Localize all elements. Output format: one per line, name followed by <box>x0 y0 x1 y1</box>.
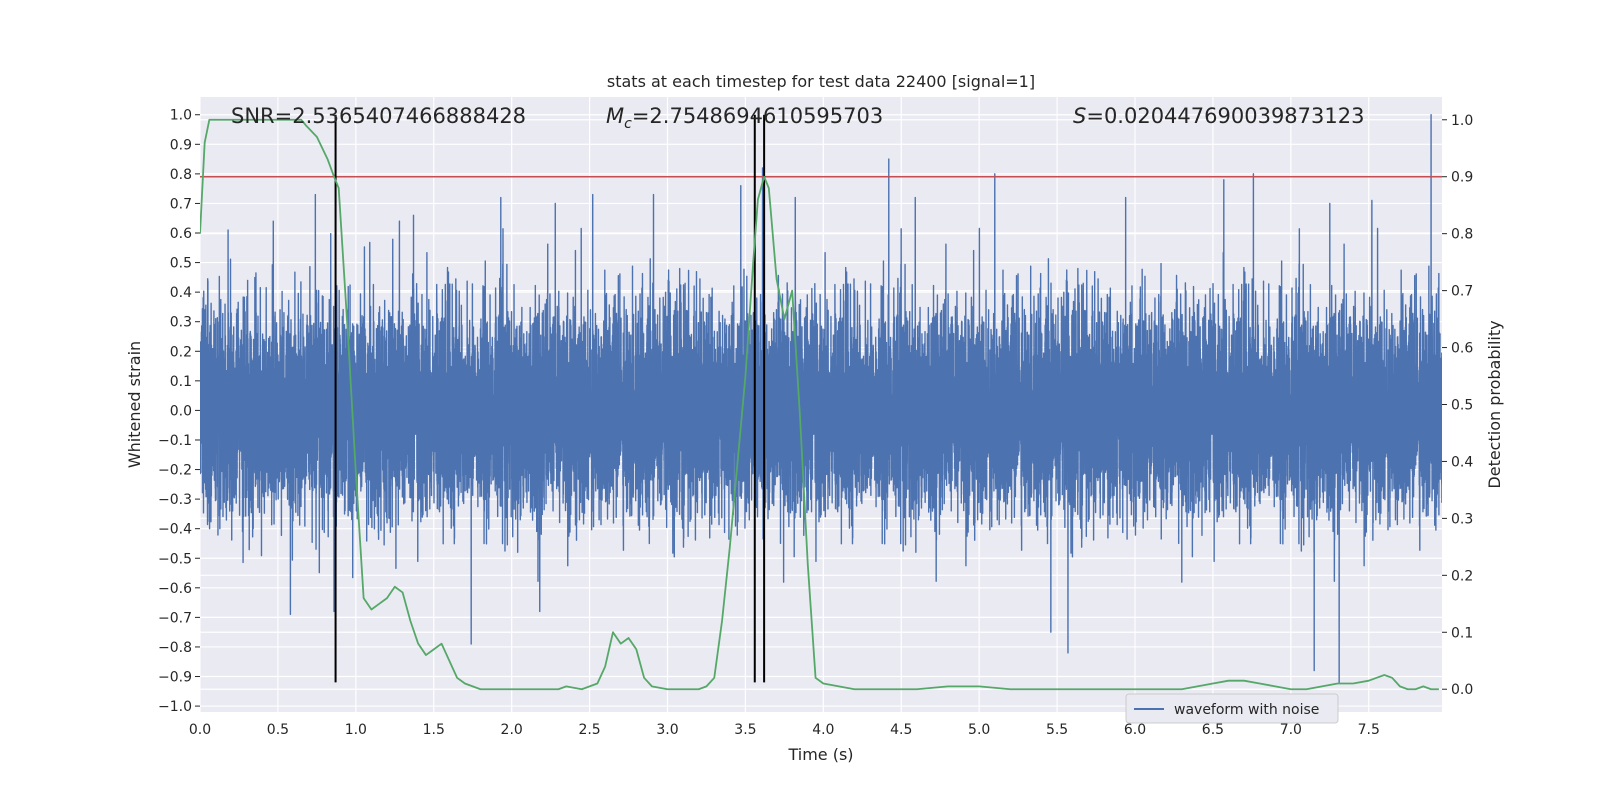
mc-subscript: c <box>624 116 632 132</box>
y-tick-label: 0.5 <box>170 256 192 272</box>
y-tick-label: 0.0 <box>170 403 192 419</box>
y-tick-label: −1.0 <box>158 699 192 715</box>
waveform-series <box>200 114 1442 684</box>
y-tick-label: −0.7 <box>158 610 192 626</box>
y-tick-label: −0.1 <box>158 433 192 449</box>
x-axis-label: Time (s) <box>787 745 853 764</box>
x-tick-label: 0.0 <box>189 722 211 738</box>
y2-tick-label: 0.3 <box>1451 511 1473 527</box>
y2-tick-label: 0.6 <box>1451 341 1473 357</box>
x-tick-label: 4.0 <box>812 722 834 738</box>
x-tick-label: 4.5 <box>890 722 912 738</box>
x-tick-label: 7.0 <box>1280 722 1302 738</box>
x-tick-label: 6.0 <box>1124 722 1146 738</box>
y-tick-label: 0.9 <box>170 137 192 153</box>
x-tick-label: 5.5 <box>1046 722 1068 738</box>
s-symbol: S <box>1073 104 1086 128</box>
y2-axis-label: Detection probability <box>1485 320 1504 488</box>
legend: waveform with noise <box>1125 693 1339 724</box>
x-tick-label: 1.5 <box>423 722 445 738</box>
x-tick-label: 2.5 <box>578 722 600 738</box>
y-tick-label: −0.8 <box>158 640 192 656</box>
legend-box <box>1125 693 1339 724</box>
y2-tick-label: 0.1 <box>1451 625 1473 641</box>
probability-line <box>200 118 1439 691</box>
y-tick-label: −0.9 <box>158 670 192 686</box>
x-tick-label: 2.0 <box>501 722 523 738</box>
chart-title: stats at each timestep for test data 224… <box>607 72 1035 91</box>
y2-tick-label: 0.9 <box>1451 170 1473 186</box>
y2-tick-label: 0.0 <box>1451 682 1473 698</box>
y2-tick-label: 0.5 <box>1451 398 1473 414</box>
probability-series <box>200 118 1439 691</box>
y-tick-label: −0.6 <box>158 581 192 597</box>
s-value: =0.020447690039873123 <box>1086 104 1364 128</box>
y-tick-label: −0.4 <box>158 522 192 538</box>
y-axis-label: Whitened strain <box>125 341 144 468</box>
x-tick-label: 6.5 <box>1202 722 1224 738</box>
waveform-line <box>200 114 1442 684</box>
y-tick-label: 0.7 <box>170 196 192 212</box>
x-tick-label: 3.5 <box>734 722 756 738</box>
y-tick-label: −0.3 <box>158 492 192 508</box>
y2-tick-label: 0.7 <box>1451 284 1473 300</box>
x-tick-label: 1.0 <box>345 722 367 738</box>
y-tick-label: 0.3 <box>170 315 192 331</box>
y2-tick-label: 0.8 <box>1451 227 1473 243</box>
y-tick-label: 0.6 <box>170 226 192 242</box>
s-annotation: S=0.020447690039873123 <box>1073 104 1364 128</box>
mc-value: =2.7548694610595703 <box>632 104 883 128</box>
overlay-lines <box>200 114 1442 683</box>
y-tick-label: 0.8 <box>170 167 192 183</box>
x-tick-label: 7.5 <box>1358 722 1380 738</box>
x-tick-label: 3.0 <box>656 722 678 738</box>
y2-tick-label: 1.0 <box>1451 113 1473 129</box>
legend-entry: waveform with noise <box>1174 702 1319 718</box>
y-tick-label: 0.2 <box>170 344 192 360</box>
y-tick-label: −0.5 <box>158 551 192 567</box>
x-tick-label: 5.0 <box>968 722 990 738</box>
axis-ticks: 0.0 0.5 1.0 1.5 2.0 2.5 3.0 3.5 4.0 4.5 5.0 5.5 6.0 6… <box>158 108 1473 738</box>
y2-tick-label: 0.2 <box>1451 568 1473 584</box>
y2-tick-label: 0.4 <box>1451 454 1473 470</box>
mc-symbol: M <box>606 104 624 128</box>
y-tick-label: 0.4 <box>170 285 192 301</box>
y-tick-label: 1.0 <box>170 108 192 124</box>
x-tick-label: 0.5 <box>267 722 289 738</box>
chirp-mass-annotation: Mc=2.7548694610595703 <box>606 104 883 132</box>
y-tick-label: 0.1 <box>170 374 192 390</box>
y-tick-label: −0.2 <box>158 463 192 479</box>
snr-annotation: SNR=2.5365407466888428 <box>231 104 526 128</box>
